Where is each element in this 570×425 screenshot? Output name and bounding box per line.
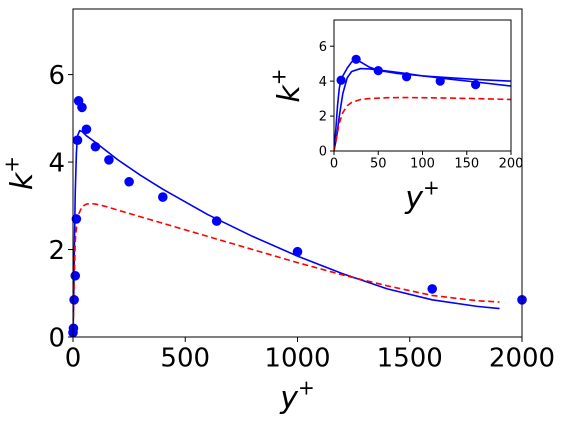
main-x-tick-label: 1000 — [264, 344, 330, 374]
inset-x-tick-label: 200 — [499, 156, 524, 171]
main-scatter-point — [124, 176, 134, 187]
inset-x-tick-label: 100 — [410, 156, 435, 171]
inset-x-tick-label: 0 — [330, 156, 338, 171]
inset-scatter-point — [401, 72, 412, 82]
main-y-tick-label: 2 — [48, 236, 65, 266]
main-scatter-point — [104, 155, 114, 165]
main-scatter-point — [81, 124, 92, 135]
inset-y-tick-label: 2 — [319, 110, 327, 125]
main-scatter-point — [158, 192, 168, 202]
main-scatter-point — [69, 295, 79, 305]
inset-scatter-point — [373, 66, 383, 76]
main-series-line-0 — [73, 129, 500, 337]
main-scatter-point — [90, 141, 101, 152]
main-scatter-point — [211, 216, 222, 226]
main-y-tick-label: 4 — [48, 148, 65, 178]
inset-scatter-point — [471, 80, 481, 90]
main-scatter-point — [77, 102, 87, 113]
inset-scatter-point — [336, 75, 346, 85]
inset-plot-area — [334, 20, 511, 151]
inset-x-axis-label: y+ — [404, 176, 440, 217]
main-scatter-point — [427, 284, 438, 294]
inset-y-tick-label: 4 — [319, 75, 327, 90]
inset-series-line-dashed-2 — [334, 96, 511, 151]
main-x-axis-label: y+ — [279, 376, 315, 417]
main-x-tick-label: 500 — [160, 344, 210, 374]
inset-scatter-point — [351, 54, 361, 64]
main-scatter-point — [72, 135, 83, 145]
inset-y-tick-label: 6 — [319, 40, 327, 55]
main-x-tick-label: 1500 — [377, 344, 443, 374]
inset-series-line-1 — [334, 67, 511, 151]
main-x-tick-label: 0 — [65, 344, 82, 374]
main-y-tick-label: 6 — [48, 61, 65, 91]
main-series-line-dashed-1 — [73, 202, 500, 337]
main-scatter-point — [292, 246, 303, 257]
main-scatter-point — [71, 214, 82, 224]
main-x-tick-label: 2000 — [489, 344, 555, 374]
main-y-axis-label: k+ — [0, 156, 40, 190]
inset-x-tick-label: 150 — [454, 156, 479, 171]
inset-x-tick-label: 50 — [370, 156, 387, 171]
inset-y-tick-label: 0 — [319, 145, 327, 160]
inset-scatter-point — [435, 76, 445, 86]
main-scatter-point — [70, 270, 81, 281]
main-y-tick-label: 0 — [48, 323, 65, 353]
